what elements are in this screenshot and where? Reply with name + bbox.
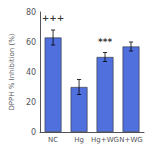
svg-text:***: *** xyxy=(98,37,112,47)
svg-text:20: 20 xyxy=(26,98,36,107)
svg-text:80: 80 xyxy=(26,8,36,17)
svg-text:40: 40 xyxy=(26,68,36,77)
svg-text:Hg+WG: Hg+WG xyxy=(91,136,119,144)
svg-text:0: 0 xyxy=(31,128,36,137)
svg-text:DPPH % Inhibition (%): DPPH % Inhibition (%) xyxy=(8,33,16,110)
svg-text:60: 60 xyxy=(26,38,36,47)
svg-text:+++: +++ xyxy=(42,13,65,23)
svg-text:N+WG: N+WG xyxy=(119,136,142,144)
svg-text:Hg: Hg xyxy=(74,136,84,144)
svg-text:NC: NC xyxy=(48,136,58,144)
